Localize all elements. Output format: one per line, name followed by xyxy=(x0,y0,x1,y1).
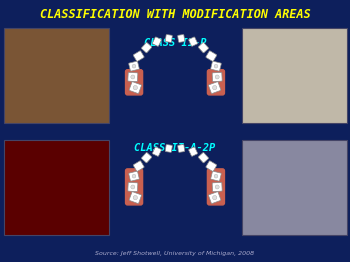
FancyBboxPatch shape xyxy=(211,61,221,71)
FancyBboxPatch shape xyxy=(126,70,142,95)
FancyBboxPatch shape xyxy=(189,147,197,156)
Bar xyxy=(4,140,109,235)
FancyBboxPatch shape xyxy=(206,51,217,61)
Circle shape xyxy=(133,85,138,90)
Circle shape xyxy=(131,75,135,79)
FancyBboxPatch shape xyxy=(153,147,161,156)
FancyBboxPatch shape xyxy=(209,82,221,94)
Bar xyxy=(242,28,347,123)
FancyBboxPatch shape xyxy=(128,182,138,192)
FancyBboxPatch shape xyxy=(133,161,144,171)
Bar xyxy=(242,140,347,235)
Text: Source: Jeff Shotwell, University of Michigan, 2008: Source: Jeff Shotwell, University of Mic… xyxy=(96,252,254,256)
FancyBboxPatch shape xyxy=(211,171,221,181)
FancyBboxPatch shape xyxy=(178,145,185,152)
FancyBboxPatch shape xyxy=(206,161,217,171)
Circle shape xyxy=(215,75,219,79)
FancyBboxPatch shape xyxy=(198,42,209,53)
FancyBboxPatch shape xyxy=(153,37,161,46)
FancyBboxPatch shape xyxy=(129,82,141,94)
Circle shape xyxy=(214,64,218,68)
Circle shape xyxy=(131,185,135,189)
FancyBboxPatch shape xyxy=(133,51,144,61)
FancyBboxPatch shape xyxy=(165,35,172,42)
Circle shape xyxy=(214,174,218,178)
FancyBboxPatch shape xyxy=(178,35,185,42)
FancyBboxPatch shape xyxy=(129,171,139,181)
FancyBboxPatch shape xyxy=(141,42,152,53)
FancyBboxPatch shape xyxy=(212,72,222,81)
FancyBboxPatch shape xyxy=(165,145,172,152)
FancyBboxPatch shape xyxy=(129,192,141,204)
Text: CLASS II-P: CLASS II-P xyxy=(144,38,206,48)
FancyBboxPatch shape xyxy=(128,72,138,81)
Circle shape xyxy=(212,85,217,90)
FancyBboxPatch shape xyxy=(198,152,209,163)
Text: CLASSIFICATION WITH MODIFICATION AREAS: CLASSIFICATION WITH MODIFICATION AREAS xyxy=(40,8,310,20)
Circle shape xyxy=(132,64,136,68)
FancyBboxPatch shape xyxy=(129,61,139,71)
Circle shape xyxy=(212,195,217,200)
Circle shape xyxy=(132,174,136,178)
Bar xyxy=(4,28,109,123)
Circle shape xyxy=(215,185,219,189)
FancyBboxPatch shape xyxy=(141,152,152,163)
FancyBboxPatch shape xyxy=(208,169,224,205)
FancyBboxPatch shape xyxy=(212,182,222,192)
FancyBboxPatch shape xyxy=(209,192,221,204)
FancyBboxPatch shape xyxy=(208,70,224,95)
Text: CLASS II-A-2P: CLASS II-A-2P xyxy=(134,143,216,153)
FancyBboxPatch shape xyxy=(126,169,142,205)
Circle shape xyxy=(133,195,138,200)
FancyBboxPatch shape xyxy=(189,37,197,46)
